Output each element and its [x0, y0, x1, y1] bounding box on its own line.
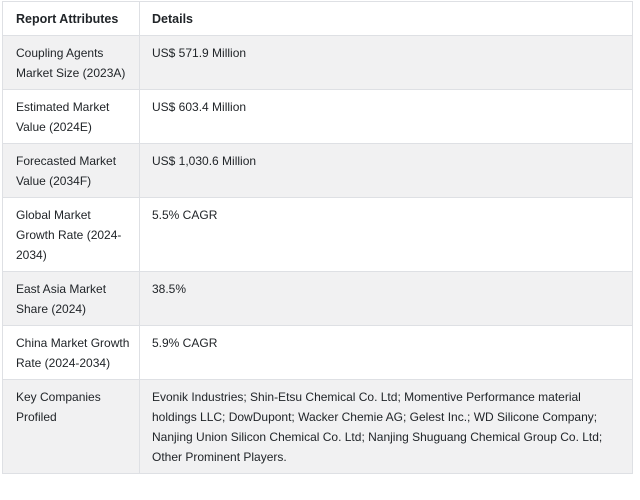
attribute-cell: Key Companies Profiled: [2, 379, 140, 474]
detail-cell: 38.5%: [139, 271, 633, 326]
table-row: Key Companies Profiled Evonik Industries…: [2, 379, 633, 474]
table-row: Global Market Growth Rate (2024-2034) 5.…: [2, 197, 633, 272]
detail-cell: US$ 1,030.6 Million: [139, 143, 633, 198]
table-row: Forecasted Market Value (2034F) US$ 1,03…: [2, 143, 633, 198]
table-row: East Asia Market Share (2024) 38.5%: [2, 271, 633, 326]
table-body: Coupling Agents Market Size (2023A) US$ …: [2, 35, 633, 474]
attribute-cell: China Market Growth Rate (2024-2034): [2, 325, 140, 380]
detail-cell: Evonik Industries; Shin-Etsu Chemical Co…: [139, 379, 633, 474]
table-row: China Market Growth Rate (2024-2034) 5.9…: [2, 325, 633, 380]
report-attributes-table: Report Attributes Details Coupling Agent…: [2, 1, 633, 474]
table-row: Estimated Market Value (2024E) US$ 603.4…: [2, 89, 633, 144]
attribute-cell: Forecasted Market Value (2034F): [2, 143, 140, 198]
detail-cell: US$ 571.9 Million: [139, 35, 633, 90]
detail-cell: 5.9% CAGR: [139, 325, 633, 380]
header-row: Report Attributes Details: [2, 1, 633, 36]
column-header-details: Details: [139, 1, 633, 36]
attribute-cell: East Asia Market Share (2024): [2, 271, 140, 326]
attribute-cell: Coupling Agents Market Size (2023A): [2, 35, 140, 90]
table-header: Report Attributes Details: [2, 1, 633, 36]
attribute-cell: Global Market Growth Rate (2024-2034): [2, 197, 140, 272]
attribute-cell: Estimated Market Value (2024E): [2, 89, 140, 144]
detail-cell: US$ 603.4 Million: [139, 89, 633, 144]
column-header-report-attributes: Report Attributes: [2, 1, 140, 36]
detail-cell: 5.5% CAGR: [139, 197, 633, 272]
table-row: Coupling Agents Market Size (2023A) US$ …: [2, 35, 633, 90]
